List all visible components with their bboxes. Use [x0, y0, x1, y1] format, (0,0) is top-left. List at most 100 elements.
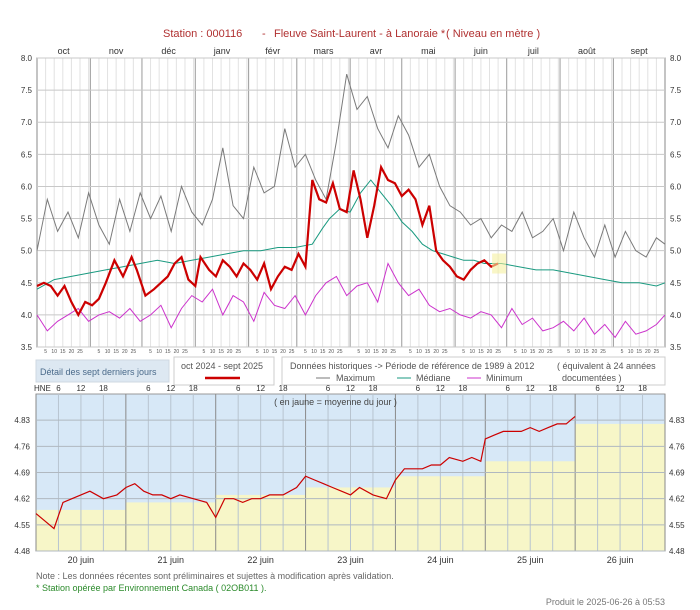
month-label: juil — [527, 46, 539, 56]
weekly-chart: 6 12 18 20 juin 6 12 18 21 juin 6 12 18 22 juin 6 12 1… — [14, 384, 685, 565]
series-median — [36, 179, 666, 290]
detail-y-label-right: 4.69 — [669, 469, 685, 478]
hour-label: 6 — [416, 384, 421, 393]
month-label: août — [578, 46, 596, 56]
day-tick-label: 5 — [44, 349, 47, 355]
day-label: 23 juin — [337, 555, 364, 565]
month-label: janv — [213, 46, 231, 56]
detail-y-label-right: 4.76 — [669, 442, 685, 451]
month-label: mars — [313, 46, 333, 56]
hour-label: 6 — [595, 384, 600, 393]
latest-week-highlight — [492, 253, 507, 274]
y-tick-label-left: 8.0 — [21, 54, 33, 63]
y-tick-label-right: 6.5 — [670, 150, 682, 159]
day-tick-label: 15 — [478, 349, 484, 355]
day-label: 25 juin — [517, 555, 544, 565]
y-tick-label-right: 7.5 — [670, 86, 682, 95]
detail-y-label-right: 4.62 — [669, 495, 685, 504]
day-tick-label: 20 — [328, 349, 334, 355]
hour-label: 18 — [548, 384, 557, 393]
legend-row: Détail des sept derniers jours oct 2024 … — [35, 356, 666, 386]
day-tick-label: 10 — [105, 349, 111, 355]
detail-y-label-left: 4.55 — [14, 521, 30, 530]
day-tick-label: 20 — [538, 349, 544, 355]
day-tick-label: 10 — [156, 349, 162, 355]
y-tick-label-left: 5.5 — [21, 215, 33, 224]
y-tick-label-right: 6.0 — [670, 182, 682, 191]
day-tick-label: 25 — [495, 349, 501, 355]
day-label: 24 juin — [427, 555, 454, 565]
day-tick-label: 25 — [131, 349, 137, 355]
y-tick-label-right: 7.0 — [670, 118, 682, 127]
max-label: Maximum — [336, 373, 375, 383]
day-tick-label: 25 — [337, 349, 343, 355]
day-tick-label: 25 — [236, 349, 242, 355]
day-tick-label: 20 — [433, 349, 439, 355]
day-tick-label: 15 — [113, 349, 119, 355]
day-tick-label: 5 — [621, 349, 624, 355]
day-tick-label: 10 — [470, 349, 476, 355]
day-tick-label: 10 — [365, 349, 371, 355]
detail-y-label-left: 4.62 — [14, 495, 30, 504]
hne-label: HNE — [34, 384, 51, 393]
day-tick-label: 20 — [174, 349, 180, 355]
day-tick-label: 25 — [289, 349, 295, 355]
month-label: mai — [421, 46, 436, 56]
detail-button[interactable] — [35, 359, 170, 383]
hour-label: 12 — [616, 384, 625, 393]
hour-label: 12 — [166, 384, 175, 393]
day-tick-label: 15 — [320, 349, 326, 355]
hour-label: 6 — [146, 384, 151, 393]
day-tick-label: 5 — [409, 349, 412, 355]
produced-timestamp: Produit le 2025-06-26 à 05:53 — [546, 597, 665, 607]
y-tick-label-right: 5.0 — [670, 247, 682, 256]
day-tick-label: 25 — [182, 349, 188, 355]
historical-box — [281, 356, 666, 386]
day-tick-label: 25 — [77, 349, 83, 355]
hour-label: 18 — [369, 384, 378, 393]
series-minimum — [36, 262, 666, 339]
detail-y-label-right: 4.83 — [669, 416, 685, 425]
day-tick-label: 20 — [227, 349, 233, 355]
y-tick-label-left: 6.0 — [21, 182, 33, 191]
y-tick-label-left: 5.0 — [21, 247, 33, 256]
detail-y-label-right: 4.55 — [669, 521, 685, 530]
y-tick-label-right: 8.0 — [670, 54, 682, 63]
day-tick-label: 25 — [600, 349, 606, 355]
day-tick-label: 5 — [98, 349, 101, 355]
hour-label: 18 — [638, 384, 647, 393]
day-tick-label: 10 — [210, 349, 216, 355]
hour-label: 12 — [76, 384, 85, 393]
detail-y-label-right: 4.48 — [669, 547, 685, 556]
day-tick-label: 15 — [636, 349, 642, 355]
y-tick-label-left: 7.5 — [21, 86, 33, 95]
day-tick-label: 15 — [60, 349, 66, 355]
month-label: sept — [631, 46, 649, 56]
hour-label: 18 — [99, 384, 108, 393]
day-tick-label: 20 — [69, 349, 75, 355]
current-period-label: oct 2024 - sept 2025 — [181, 361, 263, 371]
y-tick-label-left: 6.5 — [21, 150, 33, 159]
detail-y-label-left: 4.76 — [14, 442, 30, 451]
day-tick-label: 10 — [628, 349, 634, 355]
detail-level-series — [35, 415, 576, 530]
month-label: nov — [109, 46, 124, 56]
hour-label: 6 — [326, 384, 331, 393]
day-tick-label: 20 — [280, 349, 286, 355]
day-tick-label: 20 — [645, 349, 651, 355]
station-name: Fleuve Saint-Laurent - à Lanoraie * — [274, 28, 446, 40]
hour-label: 6 — [506, 384, 511, 393]
day-tick-label: 15 — [583, 349, 589, 355]
y-tick-label-left: 4.5 — [21, 279, 33, 288]
y-tick-label-right: 3.5 — [670, 343, 682, 352]
day-tick-label: 15 — [425, 349, 431, 355]
day-tick-label: 5 — [462, 349, 465, 355]
day-label: 26 juin — [607, 555, 634, 565]
station-id: Station : 000116 — [163, 28, 242, 40]
day-label: 21 juin — [158, 555, 185, 565]
hour-label: 18 — [189, 384, 198, 393]
day-label: 22 juin — [247, 555, 274, 565]
hour-label: 18 — [458, 384, 467, 393]
hour-label: 12 — [346, 384, 355, 393]
day-tick-label: 5 — [203, 349, 206, 355]
